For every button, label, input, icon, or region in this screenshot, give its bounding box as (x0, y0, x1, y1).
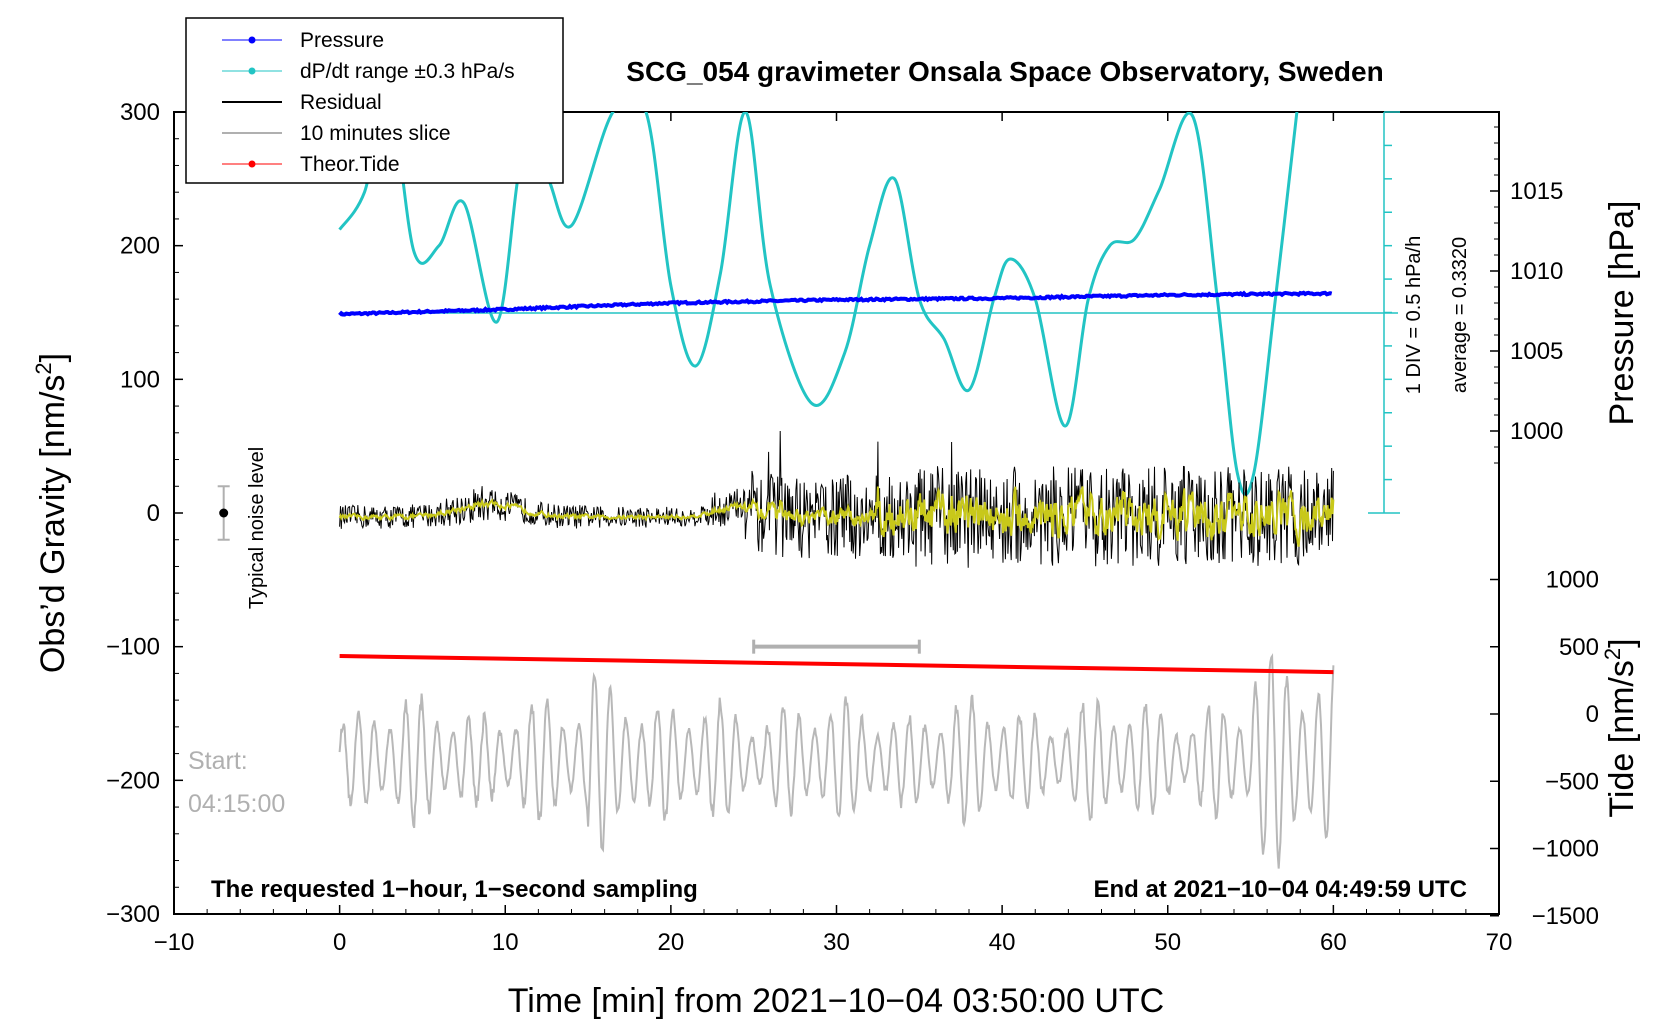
tide-tick-label: 1000 (1546, 567, 1599, 594)
start-time: 04:15:00 (188, 790, 285, 818)
y-tick-label: 0 (147, 500, 160, 527)
noise-level-indicator (217, 485, 230, 541)
y-tick-label: 300 (120, 99, 160, 126)
chart-title: SCG_054 gravimeter Onsala Space Observat… (626, 56, 1383, 87)
legend-label: Residual (300, 91, 382, 114)
noise-level-label: Typical noise level (246, 447, 268, 609)
legend-item: 10 minutes slice (222, 122, 451, 145)
x-tick-label: 40 (989, 929, 1016, 956)
x-tick-label: 70 (1486, 929, 1513, 956)
pressure-tick-label: 1005 (1510, 338, 1563, 365)
legend-swatch-dot (248, 67, 256, 75)
legend-box (185, 17, 564, 184)
tide-tick-label: −1500 (1532, 903, 1599, 930)
legend-label: dP/dt range ±0.3 hPa/s (300, 60, 515, 83)
theoretical-tide-line (339, 654, 1334, 675)
pressure-scale-note: 1 DIV = 0.5 hPa/h (1403, 236, 1425, 394)
end-time-note: End at 2021−10−04 04:49:59 UTC (1093, 876, 1467, 903)
average-note: average = 0.3320 (1449, 237, 1471, 393)
dpdt-series-line (338, 112, 1299, 497)
legend-label: 10 minutes slice (300, 122, 451, 145)
pressure-tick-label: 1015 (1510, 178, 1563, 205)
pressure-tick-label: 1000 (1510, 418, 1563, 445)
pressure-series-line (338, 290, 1333, 317)
start-label: Start: (188, 747, 248, 775)
legend-item: Residual (222, 91, 382, 114)
legend-swatch-dot (248, 36, 256, 44)
y-tick-label: 200 (120, 233, 160, 260)
y-axis-title: Obs’d Gravity [nm/s2] (31, 353, 72, 673)
tide-tick-label: −500 (1545, 768, 1599, 795)
x-tick-label: 10 (492, 929, 519, 956)
legend-item: dP/dt range ±0.3 hPa/s (222, 60, 515, 83)
dpdt-scale-bar (1368, 111, 1400, 514)
ten-minute-slice-line (338, 653, 1335, 869)
tide-axis: 1000 500 0 −500 −1000 −1500 (1490, 567, 1599, 930)
pressure-axis: 1000 1005 1010 1015 (1490, 126, 1563, 464)
tide-tick-label: 0 (1586, 701, 1599, 728)
x-tick-label: 50 (1154, 929, 1181, 956)
x-tick-label: −10 (154, 929, 195, 956)
residual-filtered-line (338, 486, 1335, 547)
residual-series-line (339, 430, 1334, 568)
series-layer (338, 112, 1398, 869)
legend: Pressure dP/dt range ±0.3 hPa/s Residual 10… (185, 17, 564, 184)
pressure-axis-title: Pressure [hPa] (1603, 201, 1641, 426)
legend-label: Pressure (300, 29, 384, 52)
pressure-tick-label: 1010 (1510, 258, 1563, 285)
y-tick-label: −100 (106, 634, 160, 661)
x-tick-label: 30 (823, 929, 850, 956)
y-tick-label: −200 (106, 767, 160, 794)
y-tick-label: 100 (120, 366, 160, 393)
y-axis-gravity: −300 −200 −100 0 100 200 300 (106, 99, 183, 928)
x-axis-title: Time [min] from 2021−10−04 03:50:00 UTC (508, 982, 1164, 1020)
noise-level-dot (219, 508, 229, 518)
legend-item: Pressure (222, 29, 384, 52)
tide-tick-label: 500 (1559, 634, 1599, 661)
legend-swatch-dot (248, 160, 256, 168)
legend-label: Theor.Tide (300, 153, 400, 176)
slice-marker (752, 639, 921, 654)
x-tick-label: 60 (1320, 929, 1347, 956)
sampling-note: The requested 1−hour, 1−second sampling (211, 876, 698, 903)
x-tick-label: 0 (333, 929, 346, 956)
tide-tick-label: −1000 (1532, 836, 1599, 863)
x-axis: −10 0 10 20 30 40 50 60 70 (154, 112, 1513, 956)
x-tick-label: 20 (658, 929, 685, 956)
tide-axis-title: Tide [nm/s2] (1600, 638, 1641, 817)
legend-item: Theor.Tide (222, 153, 400, 176)
y-tick-label: −300 (106, 901, 160, 928)
